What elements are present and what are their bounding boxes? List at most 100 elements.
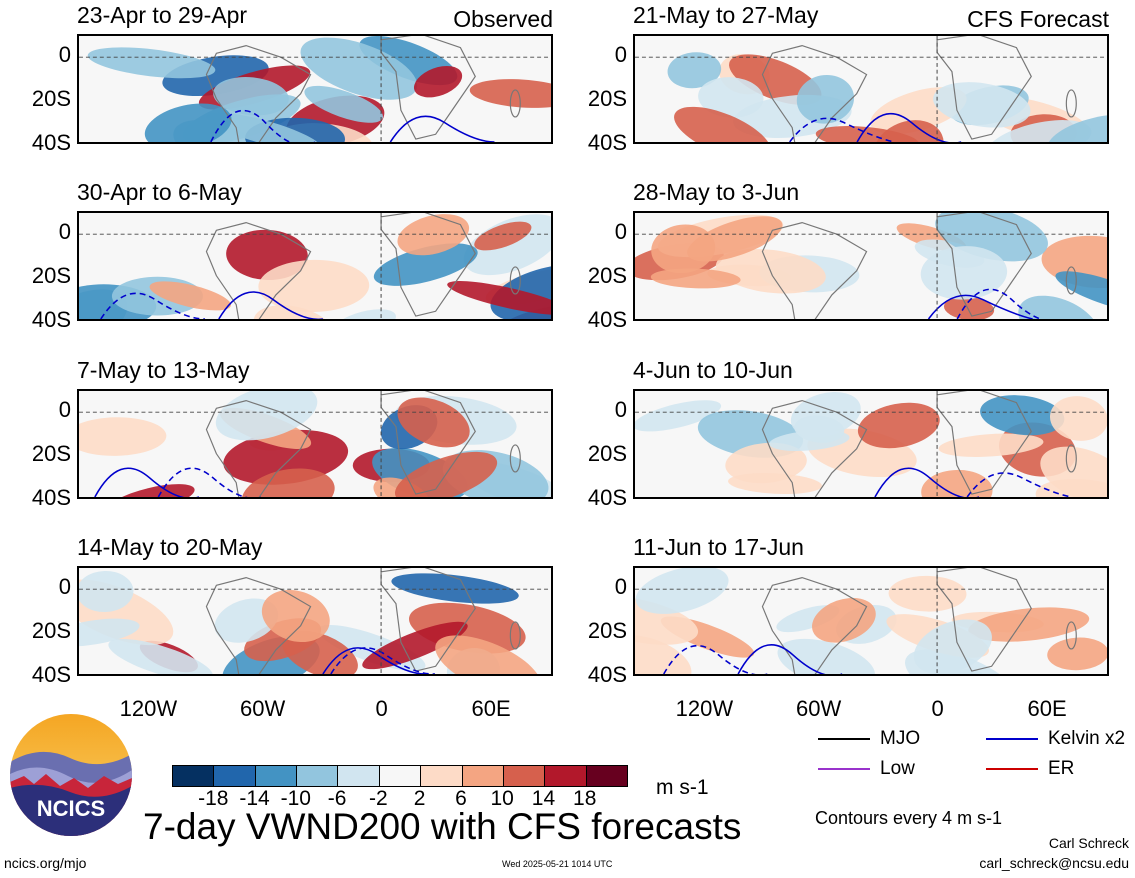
colorbar-label: 18 bbox=[573, 787, 597, 810]
negative-anomaly-region bbox=[463, 214, 551, 276]
timestamp: Wed 2025-05-21 1014 UTC bbox=[502, 859, 613, 869]
madagascar-outline bbox=[509, 266, 521, 295]
map-svg bbox=[635, 213, 1107, 319]
panel-title: 4-Jun to 10-Jun bbox=[633, 357, 793, 383]
y-tick-label: 0 bbox=[614, 574, 627, 599]
legend-kelvin: Kelvin x2 bbox=[986, 728, 1125, 750]
positive-anomaly-region bbox=[921, 469, 993, 497]
y-tick-label: 20S bbox=[31, 618, 71, 643]
south-america-outline bbox=[761, 577, 868, 674]
south-america-outline bbox=[205, 45, 312, 142]
y-tick-label: 40S bbox=[31, 130, 71, 155]
positive-anomaly-region bbox=[1049, 396, 1107, 441]
south-america-outline bbox=[761, 222, 868, 319]
positive-anomaly-region bbox=[888, 575, 967, 612]
y-tick-label: 20S bbox=[31, 441, 71, 466]
y-tick-label: 0 bbox=[614, 42, 627, 67]
positive-anomaly-region bbox=[413, 65, 463, 98]
colorbar-swatch bbox=[338, 766, 380, 786]
negative-anomaly-region bbox=[304, 85, 384, 123]
kelvin-contour bbox=[789, 117, 894, 142]
y-tick-label: 40S bbox=[31, 307, 71, 332]
positive-anomaly-region bbox=[469, 79, 551, 108]
colorbar bbox=[172, 765, 628, 787]
colorbar-swatch bbox=[503, 766, 546, 786]
negative-anomaly-region bbox=[206, 112, 321, 142]
observed-label: Observed bbox=[453, 6, 553, 32]
y-tick-label: 20S bbox=[31, 263, 71, 288]
y-tick-label: 20S bbox=[587, 86, 627, 111]
kelvin-contour bbox=[966, 472, 1072, 497]
anomaly-map bbox=[77, 34, 553, 144]
y-tick-label: 20S bbox=[587, 441, 627, 466]
positive-anomaly-region bbox=[241, 468, 335, 497]
panel-title: 7-May to 13-May bbox=[77, 357, 250, 383]
negative-anomaly-region bbox=[796, 74, 855, 124]
negative-anomaly-region bbox=[391, 573, 519, 604]
x-tick-label: 60E bbox=[1027, 696, 1067, 721]
positive-anomaly-region bbox=[474, 221, 532, 251]
legend-mjo-line bbox=[818, 737, 870, 740]
africa-outline bbox=[936, 568, 1032, 672]
positive-anomaly-region bbox=[107, 484, 195, 497]
anomaly-map bbox=[633, 34, 1109, 144]
x-tick-label: 120W bbox=[119, 696, 178, 721]
africa-outline bbox=[380, 391, 476, 495]
positive-anomaly-region bbox=[258, 259, 370, 312]
negative-anomaly-region bbox=[933, 82, 1031, 128]
negative-anomaly-region bbox=[698, 77, 764, 118]
x-tick-label: 60W bbox=[796, 696, 842, 721]
positive-anomaly-region bbox=[397, 214, 470, 256]
anomaly-map bbox=[77, 211, 553, 321]
negative-anomaly-region bbox=[108, 638, 213, 674]
positive-anomaly-region bbox=[725, 442, 807, 484]
panel-title: 11-Jun to 17-Jun bbox=[633, 534, 804, 560]
south-america-outline bbox=[205, 577, 312, 674]
map-svg bbox=[79, 391, 551, 497]
colorbar-label: -6 bbox=[327, 787, 347, 810]
positive-anomaly-region bbox=[149, 281, 231, 311]
panel-title: 14-May to 20-May bbox=[77, 534, 263, 560]
kelvin-contour bbox=[927, 294, 1033, 319]
map-svg bbox=[79, 213, 551, 319]
y-tick-label: 0 bbox=[58, 397, 71, 422]
colorbar-label: 6 bbox=[455, 787, 467, 810]
positive-anomaly-region bbox=[650, 268, 741, 289]
negative-anomaly-region bbox=[213, 77, 289, 116]
positive-anomaly-region bbox=[635, 634, 692, 674]
madagascar-outline bbox=[1065, 266, 1077, 295]
positive-anomaly-region bbox=[447, 281, 551, 315]
kelvin-contour bbox=[856, 112, 962, 142]
africa-outline bbox=[380, 213, 476, 317]
south-america-outline bbox=[205, 400, 312, 497]
y-tick-label: 40S bbox=[587, 485, 627, 510]
kelvin-contour bbox=[874, 467, 980, 497]
y-tick-label: 20S bbox=[31, 86, 71, 111]
panel-title: 28-May to 3-Jun bbox=[633, 179, 800, 205]
y-tick-label: 0 bbox=[58, 42, 71, 67]
colorbar-label: -14 bbox=[239, 787, 270, 810]
negative-anomaly-region bbox=[777, 638, 875, 674]
madagascar-outline bbox=[509, 444, 521, 473]
negative-anomaly-region bbox=[920, 246, 1008, 300]
colorbar-swatch bbox=[214, 766, 256, 786]
negative-anomaly-region bbox=[87, 47, 216, 79]
colorbar-unit: m s-1 bbox=[656, 776, 709, 799]
negative-anomaly-region bbox=[1055, 271, 1107, 313]
colorbar-label: -18 bbox=[198, 787, 229, 810]
negative-anomaly-region bbox=[332, 309, 396, 319]
kelvin-contour bbox=[389, 115, 495, 142]
negative-anomaly-region bbox=[913, 619, 992, 674]
africa-outline bbox=[936, 391, 1032, 495]
author-name: Carl Schreck bbox=[1048, 835, 1129, 851]
kelvin-contour bbox=[663, 644, 768, 674]
footer-url: ncics.org/mjo bbox=[4, 855, 87, 871]
anomaly-map bbox=[77, 389, 553, 499]
colorbar-swatch bbox=[379, 766, 422, 786]
colorbar-label: 2 bbox=[413, 787, 426, 810]
positive-anomaly-region bbox=[857, 402, 940, 449]
positive-anomaly-region bbox=[1040, 446, 1107, 497]
positive-anomaly-region bbox=[943, 296, 995, 319]
y-tick-label: 0 bbox=[58, 219, 71, 244]
y-tick-label: 20S bbox=[587, 263, 627, 288]
